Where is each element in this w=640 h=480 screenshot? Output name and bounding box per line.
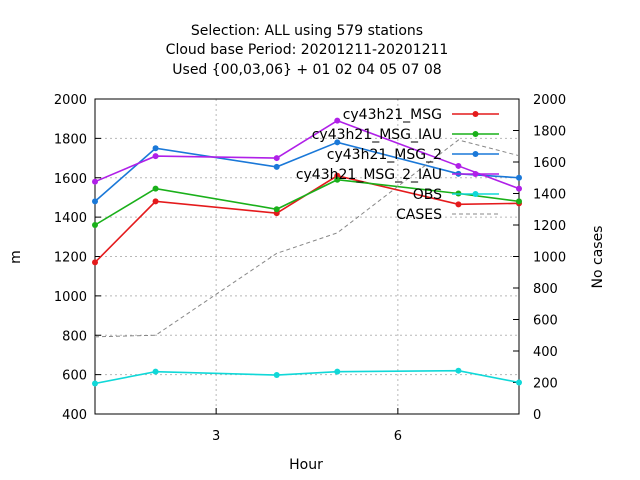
y2-tick-label: 800 bbox=[533, 282, 558, 297]
data-point-cy43h21-msg-iau bbox=[152, 185, 159, 192]
data-point-cy43h21-msg-2-iau bbox=[273, 155, 280, 162]
y-tick-label: 2000 bbox=[54, 93, 87, 108]
data-point-cy43h21-msg-2-iau bbox=[455, 162, 462, 169]
y-axis-ticks: 400 600 800 1000 1200 1400 1600 1800 2000 bbox=[54, 93, 101, 423]
data-point-cy43h21-msg bbox=[92, 259, 98, 266]
legend-label-cy43h21-msg-2: cy43h21_MSG_2 bbox=[327, 147, 442, 163]
data-point-obs bbox=[152, 368, 159, 375]
series-line-obs bbox=[94, 369, 520, 385]
y2-tick-label: 200 bbox=[533, 377, 558, 392]
chart-title-line-2: Cloud base Period: 20201211-20201211 bbox=[166, 42, 449, 58]
data-point-cy43h21-msg-iau bbox=[334, 176, 341, 183]
chart-title-line-1: Selection: ALL using 579 stations bbox=[191, 23, 423, 39]
data-point-cy43h21-msg bbox=[152, 198, 159, 205]
y2-axis-ticks: 0 200 400 600 800 1000 1200 1400 1600 1800 2000 bbox=[513, 93, 566, 423]
y2-tick-label: 600 bbox=[533, 314, 558, 329]
data-point-cy43h21-msg-iau bbox=[92, 222, 98, 228]
data-point-cy43h21-msg bbox=[455, 201, 462, 208]
data-point-cy43h21-msg-2 bbox=[334, 139, 341, 146]
legend-marker-cy43h21-msg bbox=[472, 111, 479, 117]
y-tick-label: 1000 bbox=[54, 290, 87, 305]
legend-label-obs: OBS bbox=[413, 187, 442, 203]
data-point-obs bbox=[92, 380, 98, 387]
grid bbox=[95, 99, 519, 414]
data-point-cy43h21-msg-2-iau bbox=[334, 117, 341, 124]
data-point-cy43h21-msg-iau bbox=[516, 198, 522, 205]
legend-marker-cy43h21-msg-2-iau bbox=[472, 171, 479, 177]
x-tick-label: 6 bbox=[394, 429, 402, 444]
data-point-cy43h21-msg-2 bbox=[92, 198, 98, 205]
y-tick-label: 800 bbox=[62, 329, 87, 344]
data-point-cy43h21-msg-2 bbox=[516, 174, 522, 181]
series-line-cy43h21-msg-iau bbox=[94, 178, 520, 226]
data-point-obs bbox=[455, 367, 462, 374]
legend-marker-obs bbox=[472, 191, 479, 197]
series-line-cy43h21-msg-2-iau bbox=[94, 119, 520, 190]
legend-label-cy43h21-msg-iau: cy43h21_MSG_IAU bbox=[312, 127, 442, 143]
y-tick-label: 1400 bbox=[54, 211, 87, 226]
data-point-cy43h21-msg-2-iau bbox=[152, 153, 159, 160]
y-tick-label: 1200 bbox=[54, 251, 87, 266]
y2-tick-label: 1400 bbox=[533, 188, 566, 203]
y-axis-label: m bbox=[8, 250, 24, 264]
y2-tick-label: 1200 bbox=[533, 219, 566, 234]
y2-tick-label: 1600 bbox=[533, 156, 566, 171]
y-tick-label: 400 bbox=[62, 408, 87, 423]
y2-tick-label: 1000 bbox=[533, 251, 566, 266]
y2-axis-label: No cases bbox=[590, 226, 606, 289]
legend-marker-cy43h21-msg-iau bbox=[472, 131, 479, 137]
y-tick-label: 1600 bbox=[54, 172, 87, 187]
y-tick-label: 1800 bbox=[54, 132, 87, 147]
legend-label-cy43h21-msg-2-iau: cy43h21_MSG_2_IAU bbox=[296, 167, 442, 183]
chart-title-block: Selection: ALL using 579 stations Cloud … bbox=[166, 23, 449, 78]
legend-label-cy43h21-msg: cy43h21_MSG bbox=[343, 107, 442, 123]
y2-tick-label: 1800 bbox=[533, 125, 566, 140]
y2-tick-label: 400 bbox=[533, 345, 558, 360]
chart-title-line-3: Used {00,03,06} + 01 02 04 05 07 08 bbox=[172, 62, 441, 78]
data-point-cy43h21-msg-2-iau bbox=[92, 178, 98, 185]
data-point-obs bbox=[273, 372, 280, 379]
x-axis-label: Hour bbox=[289, 457, 323, 473]
data-point-cy43h21-msg-2-iau bbox=[516, 185, 522, 192]
data-point-cy43h21-msg-2 bbox=[152, 145, 159, 152]
y2-tick-label: 0 bbox=[533, 408, 541, 423]
legend-label-cases: CASES bbox=[396, 207, 442, 223]
series-line-cases bbox=[94, 139, 520, 338]
x-tick-label: 3 bbox=[212, 429, 220, 444]
series-group bbox=[92, 117, 522, 387]
data-point-cy43h21-msg-iau bbox=[273, 206, 280, 213]
legend: cy43h21_MSG cy43h21_MSG_IAU cy43h21_MSG_2c… bbox=[296, 107, 499, 223]
y2-tick-label: 2000 bbox=[533, 93, 566, 108]
legend-marker-cy43h21-msg-2 bbox=[472, 151, 479, 157]
data-point-cy43h21-msg-2 bbox=[273, 163, 280, 170]
data-point-obs bbox=[334, 368, 341, 375]
y-tick-label: 600 bbox=[62, 369, 87, 384]
data-point-obs bbox=[516, 379, 522, 386]
